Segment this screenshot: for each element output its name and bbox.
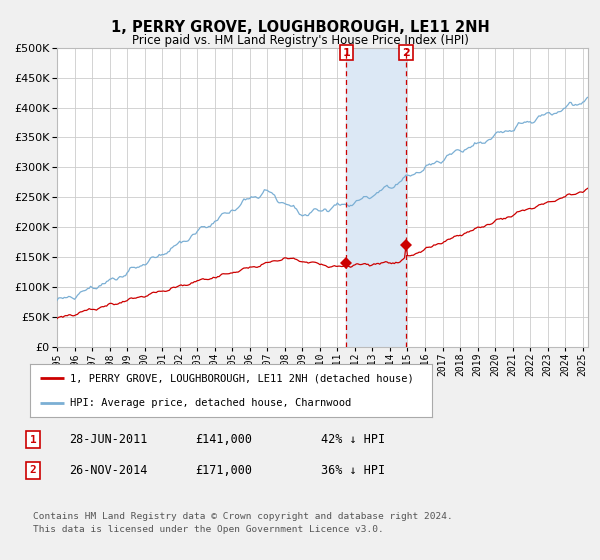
Text: 2: 2 — [29, 465, 37, 475]
Text: 26-NOV-2014: 26-NOV-2014 — [69, 464, 148, 477]
Text: 1, PERRY GROVE, LOUGHBOROUGH, LE11 2NH: 1, PERRY GROVE, LOUGHBOROUGH, LE11 2NH — [110, 20, 490, 35]
Bar — [346, 48, 406, 347]
Text: 1, PERRY GROVE, LOUGHBOROUGH, LE11 2NH (detached house): 1, PERRY GROVE, LOUGHBOROUGH, LE11 2NH (… — [70, 374, 414, 384]
Text: £141,000: £141,000 — [195, 433, 252, 446]
Text: 42% ↓ HPI: 42% ↓ HPI — [321, 433, 385, 446]
Text: Contains HM Land Registry data © Crown copyright and database right 2024.
This d: Contains HM Land Registry data © Crown c… — [33, 512, 453, 534]
Text: 1: 1 — [342, 48, 350, 58]
Text: 28-JUN-2011: 28-JUN-2011 — [69, 433, 148, 446]
Text: £171,000: £171,000 — [195, 464, 252, 477]
Text: HPI: Average price, detached house, Charnwood: HPI: Average price, detached house, Char… — [70, 398, 352, 408]
Text: Price paid vs. HM Land Registry's House Price Index (HPI): Price paid vs. HM Land Registry's House … — [131, 34, 469, 46]
Text: 2: 2 — [402, 48, 410, 58]
Text: 36% ↓ HPI: 36% ↓ HPI — [321, 464, 385, 477]
Text: 1: 1 — [29, 435, 37, 445]
